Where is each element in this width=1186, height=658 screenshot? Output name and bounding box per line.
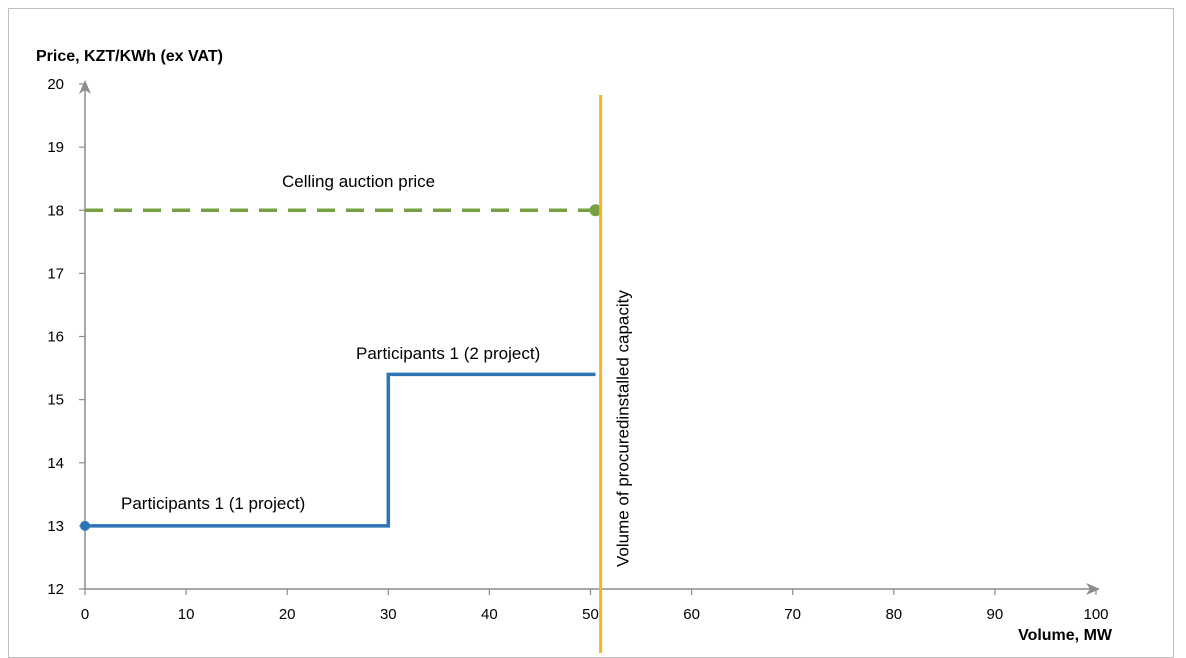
bid-step-line xyxy=(85,372,596,528)
y-axis-label: Price, KZT/KWh (ex VAT) xyxy=(36,48,223,65)
x-tick-label: 50 xyxy=(582,606,599,623)
x-tick-label: 30 xyxy=(380,606,397,623)
annotations: Participants 1 (1 project) Participants 1… xyxy=(121,172,633,567)
procured-capacity-label: Volume of procuredinstalled capacity xyxy=(614,290,633,567)
axes xyxy=(79,80,1100,595)
ceiling-price-point xyxy=(589,204,602,217)
y-tick-labels: 12 13 14 15 16 17 18 19 20 xyxy=(47,76,85,598)
y-tick-label: 18 xyxy=(47,202,64,219)
y-tick-label: 15 xyxy=(47,392,64,409)
x-tick-labels: 0 10 20 30 40 50 60 70 80 90 100 xyxy=(81,589,1109,623)
x-tick-label: 90 xyxy=(987,606,1004,623)
ceiling-price-label: Celling auction price xyxy=(282,172,435,191)
series-label-2-project: Participants 1 (2 project) xyxy=(356,344,540,363)
y-tick-label: 13 xyxy=(47,518,64,535)
series-group xyxy=(80,95,603,653)
x-tick-label: 70 xyxy=(784,606,801,623)
y-tick-label: 14 xyxy=(47,455,64,472)
y-tick-label: 16 xyxy=(47,329,64,346)
x-axis-label: Volume, MW xyxy=(1018,627,1113,644)
bid-start-point xyxy=(80,520,90,531)
y-tick-label: 17 xyxy=(47,265,64,282)
x-tick-label: 0 xyxy=(81,606,89,623)
x-tick-label: 40 xyxy=(481,606,498,623)
x-tick-label: 20 xyxy=(279,606,296,623)
y-tick-label: 19 xyxy=(47,139,64,156)
x-tick-label: 100 xyxy=(1083,606,1108,623)
x-tick-label: 80 xyxy=(885,606,902,623)
x-tick-label: 60 xyxy=(683,606,700,623)
x-tick-label: 10 xyxy=(178,606,195,623)
y-tick-label: 12 xyxy=(47,581,64,598)
y-tick-label: 20 xyxy=(47,76,64,93)
series-label-1-project: Participants 1 (1 project) xyxy=(121,494,305,513)
